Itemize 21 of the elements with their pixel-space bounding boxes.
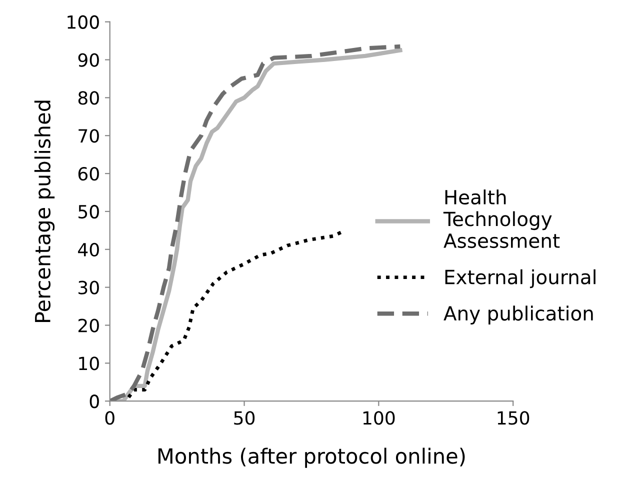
x-tick-label: 150 (498, 411, 530, 425)
line-series (126, 230, 343, 400)
y-tick-label: 60 (78, 166, 99, 181)
y-tick-label: 10 (79, 356, 99, 370)
x-tick-label: 50 (234, 411, 255, 425)
x-axis-title: Months (after protocol online) (158, 448, 465, 468)
legend-label: External journal (445, 269, 596, 288)
x-tick-label: 0 (105, 411, 114, 425)
y-tick-label: 80 (78, 91, 99, 105)
y-tick-label: 40 (78, 242, 99, 257)
y-tick-label: 90 (78, 53, 99, 67)
y-axis-title: Percentage published (34, 100, 55, 322)
x-tick-label: 100 (363, 411, 395, 425)
y-tick-label: 70 (78, 129, 99, 143)
y-tick-label: 50 (78, 204, 99, 219)
y-tick-label: 100 (68, 15, 99, 29)
legend-label: Health Technology Assessment (443, 189, 560, 248)
legend-label: Any publication (444, 306, 593, 324)
y-tick-label: 30 (78, 280, 99, 294)
y-tick-label: 20 (78, 318, 99, 332)
y-tick-label: 0 (90, 394, 99, 408)
